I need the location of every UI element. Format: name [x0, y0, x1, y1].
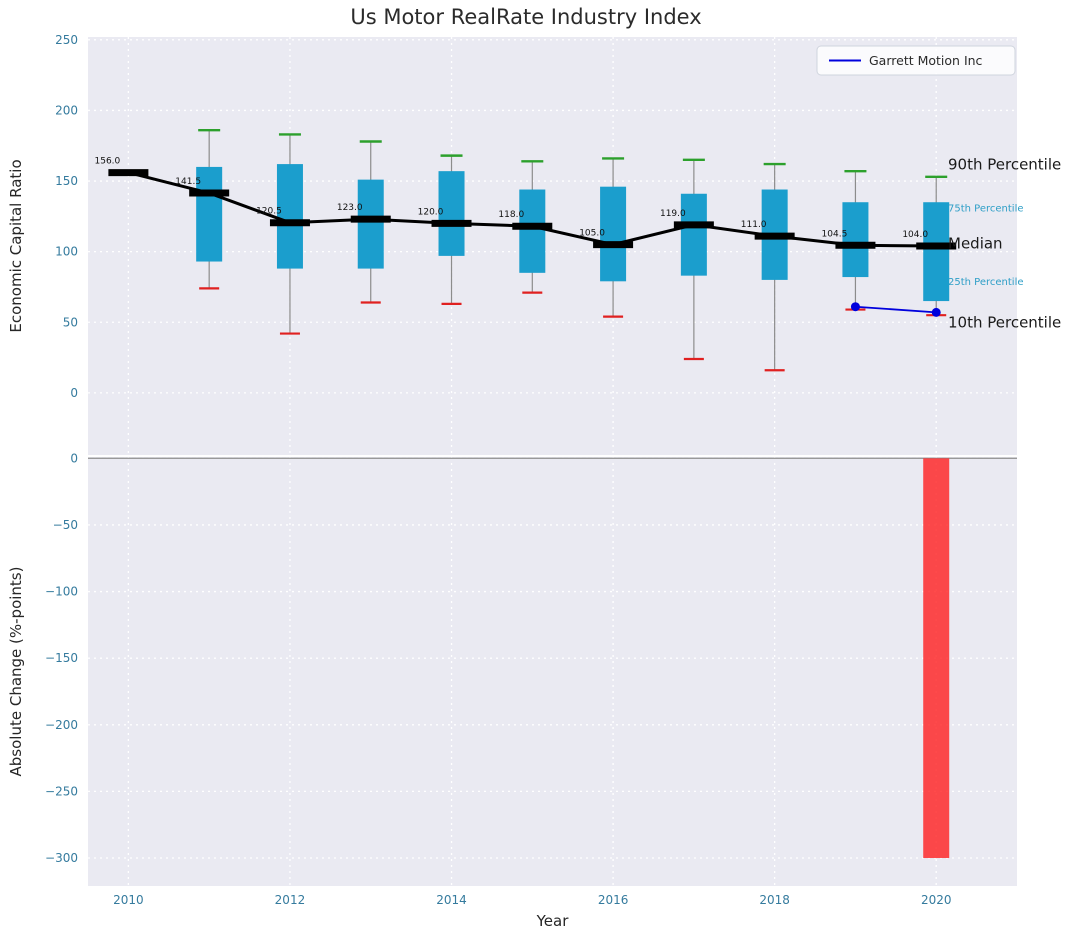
median-label-2012: 120.5: [256, 207, 282, 217]
ytick-bottom: −250: [45, 784, 78, 798]
series-marker: [931, 307, 941, 317]
annotation-90th-percentile: 90th Percentile: [948, 155, 1061, 173]
xtick: 2014: [436, 893, 467, 907]
iqr-box-2012: [276, 164, 303, 269]
ytick-bottom: −300: [45, 851, 78, 865]
ytick-bottom: −100: [45, 585, 78, 599]
chart-title: Us Motor RealRate Industry Index: [350, 5, 702, 29]
iqr-box-2011: [196, 166, 223, 262]
iqr-box-2014: [438, 171, 465, 256]
ytick-bottom: −150: [45, 651, 78, 665]
xtick: 2018: [759, 893, 790, 907]
xtick: 2016: [598, 893, 629, 907]
iqr-box-2015: [519, 189, 546, 273]
annotation-25th-percentile: 25th Percentile: [948, 277, 1024, 288]
xlabel: Year: [536, 912, 570, 930]
change-bar-2020: [923, 458, 950, 859]
median-label-2013: 123.0: [337, 203, 363, 213]
series-marker: [850, 302, 860, 312]
legend-label: Garrett Motion Inc: [869, 53, 983, 68]
ytick-top: 150: [55, 174, 78, 188]
legend-box: [816, 45, 1016, 76]
ytick-top: 0: [70, 386, 78, 400]
iqr-box-2020: [923, 202, 950, 302]
annotation-median: Median: [948, 235, 1003, 253]
iqr-box-2013: [357, 179, 384, 269]
median-label-2020: 104.0: [902, 230, 928, 240]
bottom-axes-background: [88, 457, 1017, 886]
xtick: 2010: [113, 893, 144, 907]
median-label-2018: 111.0: [741, 220, 767, 230]
median-label-2010: 156.0: [95, 157, 121, 167]
iqr-box-2016: [600, 186, 627, 282]
ylabel-top: Economic Capital Ratio: [7, 159, 25, 332]
median-label-2015: 118.0: [498, 210, 524, 220]
iqr-box-2017: [680, 193, 707, 276]
ytick-bottom: 0: [70, 451, 78, 465]
median-label-2016: 105.0: [579, 229, 605, 239]
ytick-top: 200: [55, 103, 78, 117]
ytick-top: 100: [55, 245, 78, 259]
xtick: 2020: [921, 893, 952, 907]
ytick-bottom: −50: [53, 518, 78, 532]
series-line: [855, 305, 937, 314]
annotation-10th-percentile: 10th Percentile: [948, 314, 1061, 332]
ytick-top: 50: [63, 315, 78, 329]
median-label-2011: 141.5: [175, 177, 201, 187]
median-label-2019: 104.5: [822, 229, 848, 239]
ytick-bottom: −200: [45, 718, 78, 732]
ytick-top: 250: [55, 33, 78, 47]
median-label-2017: 119.0: [660, 209, 686, 219]
median-label-2014: 120.0: [418, 207, 444, 217]
iqr-box-2019: [842, 202, 869, 278]
xtick: 2012: [275, 893, 306, 907]
annotation-75th-percentile: 75th Percentile: [948, 203, 1024, 214]
ylabel-bottom: Absolute Change (%-points): [7, 567, 25, 777]
